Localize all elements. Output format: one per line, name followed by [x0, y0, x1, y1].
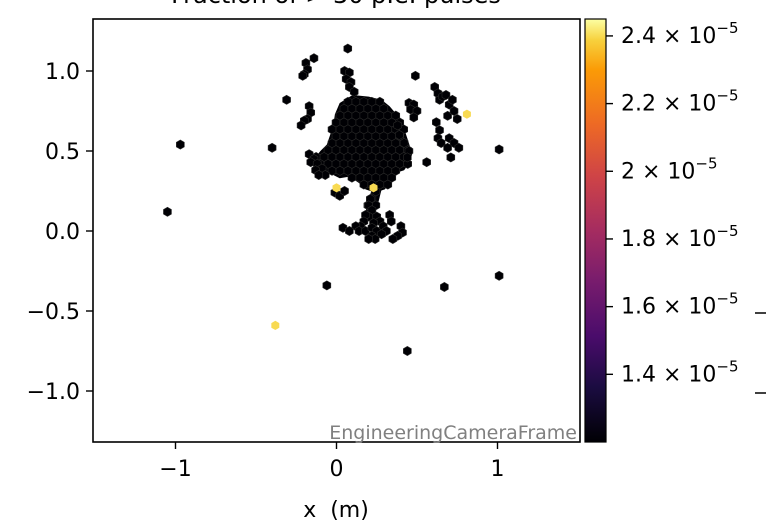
- hexbin: [163, 206, 172, 217]
- hexbin: [349, 86, 359, 97]
- y-tick-label: 0.5: [45, 140, 80, 165]
- hexbin: [343, 43, 353, 54]
- hexbin: [435, 125, 444, 136]
- y-axis-ticks: 1.0 0.5 0.0 −0.5 −1.0: [27, 60, 93, 405]
- high-value-hexbins: [271, 109, 471, 330]
- hexbin: [386, 216, 396, 227]
- hexbin: [440, 282, 449, 292]
- x-tick-label: 1: [491, 457, 505, 482]
- hexbin: [347, 172, 357, 183]
- colorbar-tick-label: 2.2 × 10−5: [621, 87, 739, 117]
- colorbar-ticks: 2.4 × 10−5 2.2 × 10−5 2 × 10−5 1.8 × 10−5 1.…: [606, 19, 739, 387]
- x-axis-ticks: −1 0 1: [159, 442, 505, 482]
- x-axis-label: x (m): [303, 498, 369, 523]
- isolated-hexbins: [163, 43, 504, 356]
- hexbin: [422, 157, 431, 168]
- hexbin-high-value: [271, 320, 280, 330]
- hexbin: [452, 114, 462, 124]
- hexbin: [448, 94, 457, 105]
- hexbin: [377, 229, 386, 240]
- hexbin: [409, 112, 419, 123]
- hexbin: [335, 165, 345, 176]
- hexbin: [322, 280, 332, 291]
- hexbin-high-value: [462, 109, 471, 119]
- y-tick-label: −1.0: [27, 380, 80, 405]
- dense-cluster-layer: [311, 95, 413, 212]
- hexbin: [406, 104, 415, 115]
- hexbin: [494, 270, 504, 281]
- hexbin-high-value: [369, 183, 378, 193]
- hexbin: [296, 120, 306, 131]
- hexbin: [298, 70, 307, 81]
- hexbin: [364, 234, 373, 244]
- plot-area: [163, 43, 504, 356]
- colorbar: [584, 18, 607, 443]
- hexbin: [403, 152, 412, 163]
- colorbar-tick-label: 1.8 × 10−5: [621, 222, 739, 252]
- hexbin: [403, 346, 412, 356]
- hexbin: [441, 90, 451, 100]
- chart-title: Fraction of > 30 p.e. pulses: [171, 0, 501, 9]
- y-tick-label: 0.0: [45, 220, 80, 245]
- hexbin: [359, 179, 369, 190]
- x-tick-label: −1: [159, 457, 191, 482]
- hexbin: [176, 139, 185, 150]
- hexbin: [443, 142, 452, 153]
- hexbin: [340, 186, 349, 196]
- hexbin: [309, 53, 319, 64]
- hexbin: [282, 94, 291, 105]
- hexbin: [267, 142, 277, 153]
- cluster-hexbins: [296, 53, 464, 244]
- hexbin: [306, 157, 316, 168]
- hexbin: [338, 222, 348, 233]
- hexbin: [395, 130, 404, 140]
- frame-label: EngineeringCameraFrame: [329, 422, 577, 444]
- colorbar-tick-label: 1.6 × 10−5: [621, 290, 739, 320]
- colorbar-tick-label: 2 × 10−5: [621, 154, 718, 184]
- hexbin: [393, 120, 402, 131]
- y-tick-label: 1.0: [45, 60, 80, 85]
- y-tick-label: −0.5: [27, 300, 80, 325]
- x-tick-label: 0: [330, 457, 344, 482]
- hexbin: [411, 70, 420, 81]
- hexbin: [432, 117, 441, 128]
- hexbin: [454, 142, 464, 153]
- hexbin-high-value: [332, 183, 341, 193]
- hexbin: [383, 179, 393, 190]
- colorbar-tick-label: 2.4 × 10−5: [621, 19, 739, 49]
- hexbin: [494, 144, 504, 155]
- hexbin: [446, 152, 456, 163]
- hexbin: [403, 158, 412, 169]
- hexbin: [345, 226, 354, 236]
- hexbin: [449, 106, 459, 116]
- hexbin: [388, 234, 398, 244]
- hexbin: [314, 170, 324, 180]
- hexbin: [399, 138, 409, 148]
- plot-frame: [92, 18, 581, 443]
- colorbar-tick-label: 1.4 × 10−5: [621, 357, 739, 387]
